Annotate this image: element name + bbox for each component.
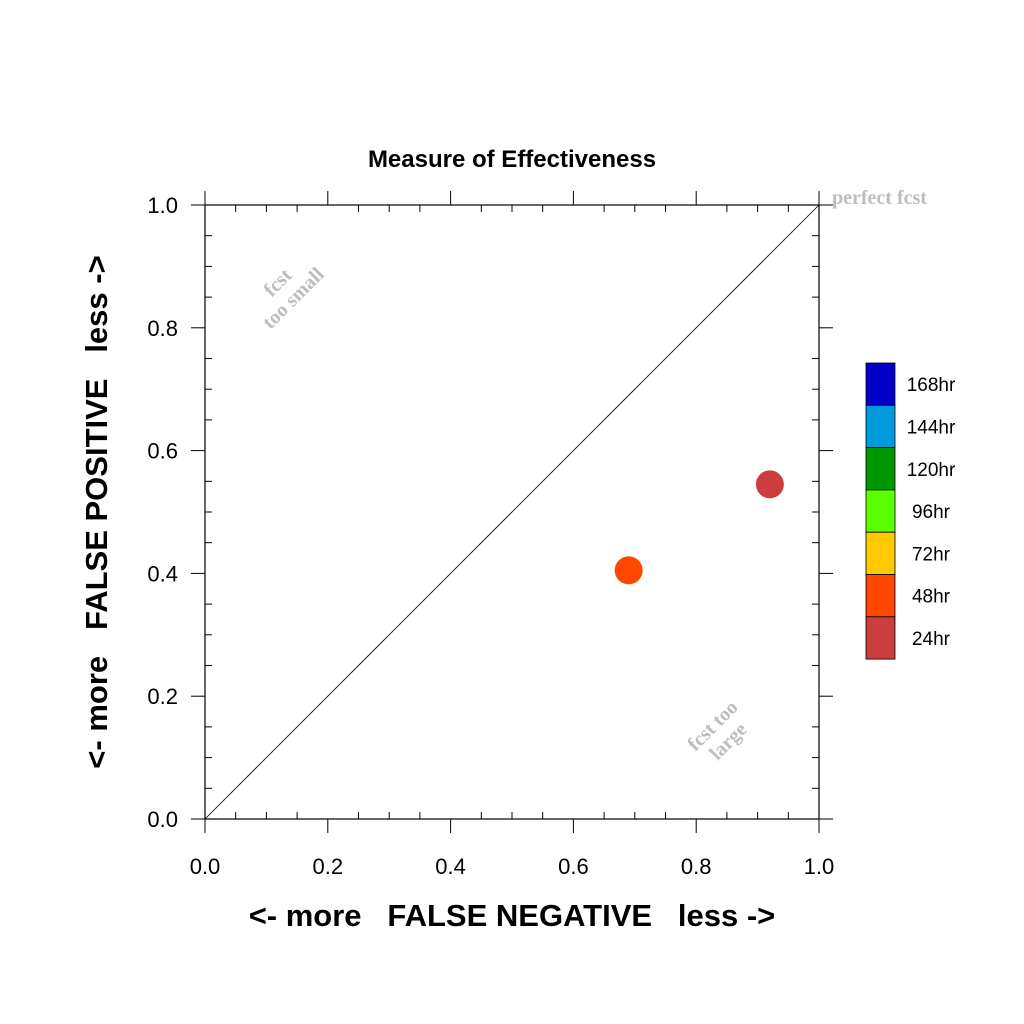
legend-swatch-24hr: [865, 616, 896, 660]
legend: 168hr 144hr 120hr 96hr 72hr 48hr 24hr: [865, 362, 956, 660]
legend-swatch-120hr: [865, 447, 896, 491]
x-tick-label: 0.6: [558, 854, 589, 879]
legend-swatch-144hr: [865, 404, 896, 448]
data-points: [614, 470, 784, 585]
x-tick-label: 0.2: [313, 854, 344, 879]
legend-label-72hr: 72hr: [912, 544, 951, 565]
legend-label-24hr: 24hr: [912, 629, 951, 650]
chart-title: Measure of Effectiveness: [368, 146, 656, 173]
legend-swatch-48hr: [865, 574, 896, 618]
x-axis-label: <- more FALSE NEGATIVE less ->: [249, 898, 776, 933]
legend-label-144hr: 144hr: [907, 417, 956, 438]
legend-swatch-168hr: [865, 362, 896, 406]
y-tick-label: 0.4: [147, 561, 178, 586]
perfect-forecast-label: perfect fcst: [832, 187, 927, 209]
too-small-line-2: too small: [258, 263, 328, 333]
y-tick-label: 0.6: [147, 439, 178, 464]
legend-label-96hr: 96hr: [912, 502, 951, 523]
x-tick-label: 0.8: [681, 854, 712, 879]
point-24hr: [755, 470, 784, 499]
axis-ticks: [191, 191, 833, 833]
y-tick-labels: 0.0 0.2 0.4 0.6 0.8 1.0: [147, 193, 178, 832]
x-tick-labels: 0.0 0.2 0.4 0.6 0.8 1.0: [190, 854, 835, 879]
legend-label-168hr: 168hr: [907, 375, 956, 396]
legend-swatch-72hr: [865, 531, 896, 575]
y-tick-label: 1.0: [147, 193, 178, 218]
legend-label-120hr: 120hr: [907, 460, 956, 481]
too-small-annotation: fcst too small: [258, 263, 328, 333]
point-48hr: [614, 556, 643, 585]
x-tick-label: 0.0: [190, 854, 221, 879]
legend-label-48hr: 48hr: [912, 587, 951, 608]
y-tick-label: 0.0: [147, 807, 178, 832]
y-tick-label: 0.8: [147, 316, 178, 341]
too-large-annotation: fcst too large: [683, 696, 751, 764]
y-tick-label: 0.2: [147, 684, 178, 709]
legend-swatch-96hr: [865, 489, 896, 533]
diagonal-reference-line: [204, 204, 820, 820]
x-tick-label: 0.4: [435, 854, 466, 879]
y-axis-label: <- more FALSE POSITIVE less ->: [79, 255, 114, 768]
plot-area: [191, 191, 833, 833]
x-tick-label: 1.0: [804, 854, 835, 879]
